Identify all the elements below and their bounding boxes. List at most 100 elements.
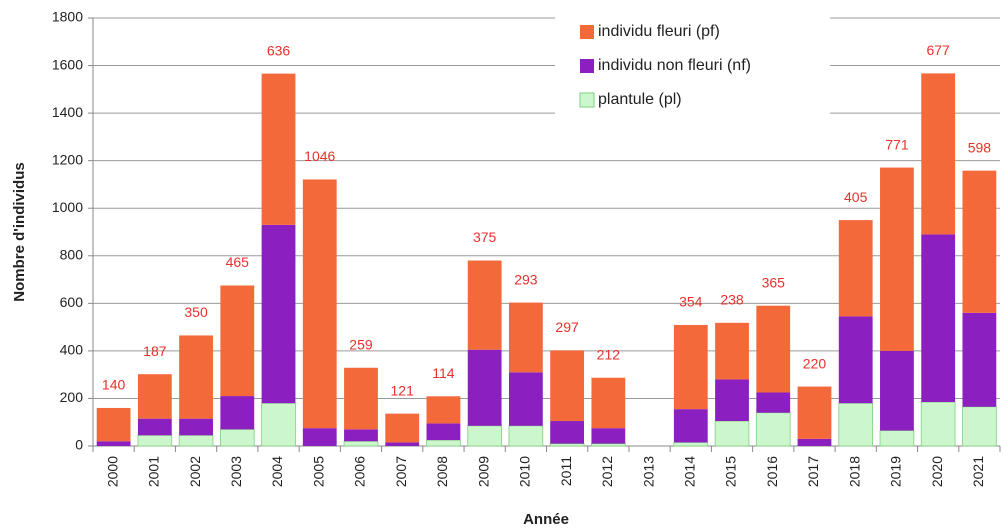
- x-tick-label: 2019: [888, 456, 904, 487]
- legend-label: individu non fleuri (nf): [598, 57, 751, 74]
- bar-segment: [137, 374, 172, 419]
- data-label: 220: [803, 355, 827, 371]
- bar-segment: [302, 179, 337, 429]
- x-tick-label: 2006: [352, 456, 368, 487]
- bar-segment: [261, 224, 296, 404]
- bar-segment: [137, 418, 172, 436]
- bar-segment: [344, 367, 378, 430]
- y-tick-label: 1200: [52, 151, 83, 167]
- bar-segment: [962, 170, 997, 313]
- y-tick-label: 600: [60, 294, 84, 310]
- bar-segment: [550, 350, 585, 422]
- bar-segment: [343, 440, 379, 447]
- bar-segment: [673, 409, 708, 443]
- y-tick-label: 1600: [52, 56, 83, 72]
- bar-segment: [797, 438, 832, 446]
- legend-swatch: [580, 59, 594, 73]
- data-label: 771: [885, 136, 909, 152]
- legend-swatch: [579, 92, 595, 108]
- bar-segment: [467, 260, 502, 350]
- data-label: 140: [102, 377, 126, 393]
- bar-segment: [179, 418, 213, 436]
- bar-segment: [920, 401, 956, 447]
- data-label: 297: [555, 319, 579, 335]
- bar-segment: [591, 428, 626, 444]
- bar-segment: [179, 335, 213, 419]
- bar-segment: [962, 312, 997, 407]
- x-tick-label: 2018: [846, 456, 862, 487]
- data-label: 354: [679, 294, 703, 310]
- data-label: 350: [184, 304, 208, 320]
- y-tick-label: 400: [60, 342, 84, 358]
- y-tick-label: 1800: [52, 9, 83, 25]
- x-tick-label: 2020: [929, 456, 945, 487]
- x-tick-label: 2005: [310, 456, 326, 487]
- x-tick-label: 2001: [146, 456, 162, 487]
- bar-segment: [302, 428, 337, 446]
- bar-segment: [178, 434, 214, 447]
- bar-segment: [385, 413, 420, 443]
- legend: [555, 8, 830, 120]
- bar-segment: [879, 430, 915, 447]
- data-label: 187: [143, 343, 167, 359]
- bar-segment: [838, 402, 874, 447]
- bar-segment: [715, 322, 749, 380]
- legend-label: plantule (pl): [598, 91, 682, 108]
- x-axis-title: Année: [523, 511, 569, 528]
- x-tick-label: 2004: [269, 456, 285, 487]
- data-label: 1046: [304, 148, 335, 164]
- data-label: 121: [391, 382, 415, 398]
- x-tick-label: 2013: [640, 456, 656, 487]
- x-tick-label: 2021: [970, 456, 986, 487]
- bar-segment: [591, 443, 626, 447]
- data-label: 365: [762, 274, 786, 290]
- bar-segment: [137, 434, 173, 447]
- bar-segment: [426, 423, 461, 441]
- bar-segment: [219, 428, 255, 447]
- bar-segment: [755, 412, 791, 447]
- bar-segment: [838, 316, 873, 404]
- bar-segment: [96, 441, 131, 446]
- data-label: 405: [844, 189, 868, 205]
- bar-segment: [921, 73, 956, 235]
- bar-segment: [715, 379, 749, 422]
- bar-segment: [220, 396, 255, 430]
- bar-segment: [261, 402, 296, 447]
- data-label: 259: [349, 336, 373, 352]
- data-label: 114: [432, 365, 455, 381]
- data-label: 212: [597, 346, 621, 362]
- x-tick-label: 2002: [187, 456, 203, 487]
- bar-segment: [962, 406, 997, 447]
- bar-segment: [220, 285, 255, 397]
- bar-segment: [261, 73, 296, 225]
- bar-segment: [426, 396, 461, 424]
- bar-segment: [838, 220, 873, 317]
- bar-segment: [591, 377, 626, 429]
- x-tick-label: 2008: [434, 456, 450, 487]
- bar-segment: [714, 420, 750, 447]
- bar-segment: [756, 305, 791, 393]
- data-label: 677: [926, 42, 950, 58]
- bar-segment: [880, 167, 914, 351]
- x-tick-label: 2011: [558, 456, 574, 486]
- data-label: 465: [226, 254, 250, 270]
- y-tick-label: 1400: [52, 104, 83, 120]
- bar-segment: [508, 425, 544, 447]
- bar-segment: [756, 392, 791, 413]
- x-tick-label: 2007: [393, 456, 409, 487]
- x-tick-label: 2015: [723, 456, 739, 487]
- x-tick-label: 2017: [805, 456, 821, 487]
- y-tick-label: 200: [60, 389, 84, 405]
- bar-segment: [673, 442, 709, 447]
- bar-segment: [467, 349, 502, 426]
- y-tick-label: 0: [75, 437, 83, 453]
- legend-swatch: [580, 25, 594, 39]
- data-label: 636: [267, 42, 291, 58]
- data-label: 238: [720, 292, 744, 308]
- bar-segment: [880, 350, 914, 431]
- x-tick-label: 2014: [681, 456, 697, 487]
- y-tick-label: 1000: [52, 199, 83, 215]
- bar-segment: [549, 443, 585, 447]
- x-tick-label: 2010: [517, 456, 533, 487]
